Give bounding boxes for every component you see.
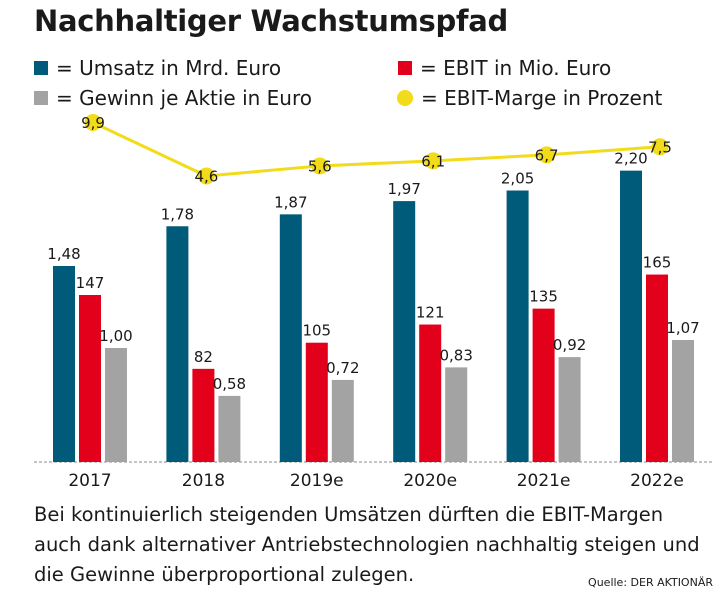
- bar-ebit-2017: [79, 295, 101, 462]
- data-label-gewinn-2021e: 0,92: [553, 336, 586, 354]
- data-label-ebit-2017: 147: [76, 274, 105, 292]
- data-label-ebit-marge-2017: 9,9: [81, 114, 105, 132]
- legend-item-gewinn: = Gewinn je Aktie in Euro: [34, 86, 312, 110]
- legend-swatch-ebit: [398, 61, 412, 75]
- point-ebit-marge-2021e: [538, 146, 556, 164]
- data-label-ebit-marge-2022e: 7,5: [648, 138, 672, 156]
- legend-item-umsatz: = Umsatz in Mrd. Euro: [34, 56, 281, 80]
- bar-gewinn-2018: [218, 395, 241, 462]
- bar-gewinn-2017: [105, 348, 127, 462]
- point-ebit-marge-2019e: [311, 157, 329, 175]
- chart-area: 1,48 147 1,00 2017 1,78 820,58 2018 1,87 105 0,72…: [34, 114, 712, 491]
- bar-gewinn-2020e: [445, 367, 468, 462]
- source-note: Quelle: DER AKTIONÄR: [588, 576, 713, 589]
- legend-swatch-umsatz: [34, 61, 48, 75]
- data-label-umsatz-2018: 1,78: [161, 205, 194, 223]
- legend-label-ebit: = EBIT in Mio. Euro: [420, 56, 612, 80]
- bar-ebit-2019e: [305, 342, 328, 462]
- x-tick-label-2022e: 2022e: [630, 471, 684, 491]
- bar-ebit-2020e: [419, 324, 442, 462]
- bar-ebit-2022e: [646, 274, 668, 462]
- data-label-ebit-marge-2019e: 5,6: [308, 157, 332, 175]
- point-ebit-marge-2017: [84, 114, 102, 132]
- point-ebit-marge-2022e: [651, 138, 669, 156]
- legend-item-marge: = EBIT-Marge in Prozent: [397, 86, 662, 110]
- point-ebit-marge-2018: [197, 167, 215, 185]
- bar-gewinn-2019e: [331, 379, 354, 462]
- data-label-ebit-marge-2020e: 6,1: [421, 152, 445, 170]
- legend-label-umsatz: = Umsatz in Mrd. Euro: [56, 56, 282, 80]
- data-label-ebit-2018: 82: [194, 348, 213, 366]
- data-label-ebit-marge-2018: 4,6: [194, 168, 218, 186]
- caption-text: Bei kontinuierlich steigenden Umsätzen d…: [34, 503, 700, 586]
- bar-umsatz-2022e: [620, 170, 642, 462]
- data-label-gewinn-2017: 1,00: [99, 327, 132, 345]
- data-label-ebit-2021e: 135: [529, 288, 558, 306]
- data-label-ebit-marge-2021e: 6,7: [535, 146, 559, 164]
- legend-label-marge: = EBIT-Marge in Prozent: [421, 86, 663, 110]
- legend-swatch-gewinn: [34, 91, 48, 105]
- data-label-gewinn-2022e: 1,07: [666, 319, 699, 337]
- chart-title: Nachhaltiger Wachstumspfad: [34, 4, 508, 38]
- data-label-gewinn-2018: 0,58: [213, 375, 246, 393]
- data-label-umsatz-2021e: 2,05: [501, 170, 534, 188]
- data-label-ebit-2020e: 121: [416, 304, 445, 322]
- data-label-ebit-2019e: 105: [302, 322, 331, 340]
- data-label-umsatz-2019e: 1,87: [274, 193, 307, 211]
- bar-umsatz-2018: [166, 226, 189, 462]
- bar-ebit-2021e: [532, 308, 555, 462]
- legend-label-gewinn: = Gewinn je Aktie in Euro: [56, 86, 313, 110]
- point-ebit-marge-2020e: [424, 152, 442, 170]
- legend-swatch-marge: [397, 90, 413, 106]
- legend-item-ebit: = EBIT in Mio. Euro: [398, 56, 611, 80]
- bar-gewinn-2021e: [558, 357, 581, 462]
- data-label-umsatz-2020e: 1,97: [387, 180, 420, 198]
- x-tick-label-2020e: 2020e: [403, 471, 457, 491]
- bar-umsatz-2019e: [279, 214, 302, 462]
- bar-gewinn-2022e: [672, 340, 694, 462]
- data-label-gewinn-2020e: 0,83: [439, 346, 472, 364]
- data-label-gewinn-2019e: 0,72: [326, 359, 359, 377]
- line-ebit-marge: [92, 121, 661, 178]
- data-label-umsatz-2022e: 2,20: [614, 150, 647, 168]
- x-tick-label-2021e: 2021e: [517, 471, 571, 491]
- data-label-umsatz-2017: 1,48: [47, 245, 80, 263]
- x-tick-label-2019e: 2019e: [290, 471, 344, 491]
- bar-umsatz-2020e: [393, 201, 416, 463]
- x-tick-label-2017: 2017: [68, 471, 111, 491]
- bar-ebit-2018: [192, 368, 215, 462]
- x-tick-label-2018: 2018: [182, 471, 225, 491]
- bar-umsatz-2021e: [506, 190, 529, 462]
- data-label-ebit-2022e: 165: [643, 254, 672, 272]
- bar-umsatz-2017: [53, 266, 75, 462]
